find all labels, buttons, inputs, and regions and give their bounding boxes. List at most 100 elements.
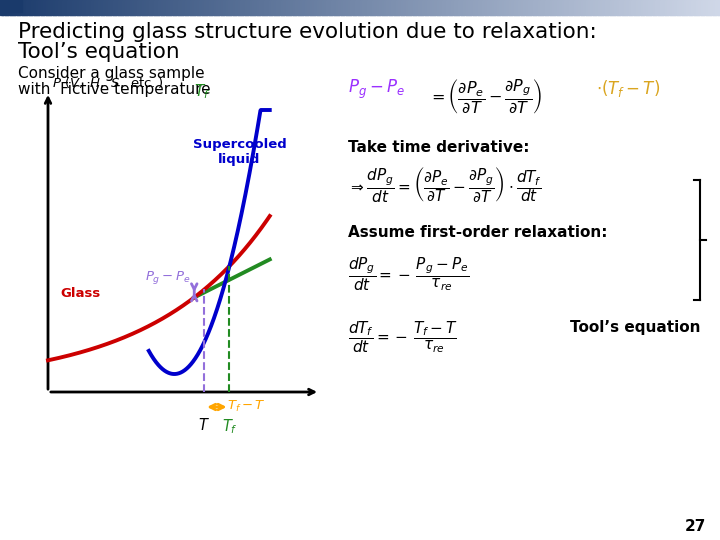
Bar xyxy=(290,0,294,15)
Bar xyxy=(58,0,61,15)
Bar xyxy=(459,0,462,15)
Bar xyxy=(70,0,73,15)
Bar xyxy=(497,0,500,15)
Bar xyxy=(641,0,644,15)
Bar xyxy=(415,0,418,15)
Bar xyxy=(27,0,30,15)
Bar xyxy=(660,0,663,15)
Bar xyxy=(351,0,354,15)
Bar xyxy=(418,0,421,15)
Bar xyxy=(108,0,112,15)
Text: $\mathit{T}_f$: $\mathit{T}_f$ xyxy=(194,82,210,100)
Bar xyxy=(588,0,591,15)
Bar xyxy=(84,0,87,15)
Bar xyxy=(583,0,587,15)
Bar xyxy=(502,0,505,15)
Bar xyxy=(225,0,229,15)
Bar xyxy=(535,0,539,15)
Bar xyxy=(684,0,688,15)
Text: Tool’s equation: Tool’s equation xyxy=(570,320,701,335)
Bar xyxy=(531,0,534,15)
Bar xyxy=(374,0,378,15)
Bar xyxy=(346,0,349,15)
Bar xyxy=(72,0,76,15)
Bar xyxy=(372,0,375,15)
Bar xyxy=(81,0,85,15)
Bar xyxy=(96,0,99,15)
Bar xyxy=(516,0,519,15)
Bar xyxy=(441,0,445,15)
Bar xyxy=(127,0,130,15)
Bar xyxy=(631,0,634,15)
Bar xyxy=(302,0,306,15)
Bar xyxy=(137,0,140,15)
Bar xyxy=(53,0,56,15)
Bar xyxy=(158,0,162,15)
Text: Assume first-order relaxation:: Assume first-order relaxation: xyxy=(348,225,608,240)
Text: 27: 27 xyxy=(685,519,706,534)
Bar xyxy=(139,0,143,15)
Bar xyxy=(142,0,145,15)
Bar xyxy=(581,0,584,15)
Bar xyxy=(698,0,702,15)
Bar xyxy=(199,0,202,15)
Bar xyxy=(173,0,176,15)
Bar xyxy=(715,0,719,15)
Bar xyxy=(682,0,685,15)
Bar xyxy=(295,0,299,15)
Bar xyxy=(110,0,114,15)
Bar xyxy=(281,0,284,15)
Bar xyxy=(605,0,608,15)
Bar xyxy=(247,0,251,15)
Bar xyxy=(670,0,673,15)
Bar xyxy=(233,0,236,15)
Bar xyxy=(646,0,649,15)
Bar xyxy=(482,0,486,15)
Bar xyxy=(648,0,652,15)
Bar xyxy=(115,0,119,15)
Bar xyxy=(317,0,320,15)
Bar xyxy=(468,0,472,15)
Bar xyxy=(101,0,104,15)
Bar xyxy=(547,0,551,15)
Text: Take time derivative:: Take time derivative: xyxy=(348,140,529,155)
Bar xyxy=(603,0,606,15)
Bar xyxy=(322,0,325,15)
Bar xyxy=(5,0,8,15)
Bar xyxy=(266,0,270,15)
Bar xyxy=(367,0,371,15)
Bar xyxy=(106,0,109,15)
Bar xyxy=(693,0,697,15)
Bar xyxy=(523,0,526,15)
Bar xyxy=(300,0,303,15)
Text: $\mathit{T}_f - T$: $\mathit{T}_f - T$ xyxy=(227,399,266,414)
Bar xyxy=(358,0,361,15)
Bar xyxy=(540,0,544,15)
Bar xyxy=(672,0,675,15)
Bar xyxy=(521,0,524,15)
Bar xyxy=(569,0,572,15)
Bar xyxy=(427,0,431,15)
Bar xyxy=(477,0,481,15)
Bar xyxy=(629,0,632,15)
Bar xyxy=(600,0,603,15)
Bar xyxy=(696,0,699,15)
Bar xyxy=(149,0,152,15)
Bar xyxy=(365,0,368,15)
Bar xyxy=(686,0,690,15)
Bar xyxy=(331,0,335,15)
Bar xyxy=(562,0,565,15)
Text: $P_g - P_e$: $P_g - P_e$ xyxy=(348,78,405,101)
Bar xyxy=(470,0,474,15)
Bar xyxy=(122,0,126,15)
Bar xyxy=(713,0,716,15)
Bar xyxy=(197,0,200,15)
Bar xyxy=(662,0,666,15)
Bar xyxy=(451,0,454,15)
Bar xyxy=(146,0,150,15)
Bar xyxy=(43,0,47,15)
Bar xyxy=(180,0,184,15)
Bar xyxy=(667,0,670,15)
Bar xyxy=(36,0,40,15)
Bar xyxy=(353,0,356,15)
